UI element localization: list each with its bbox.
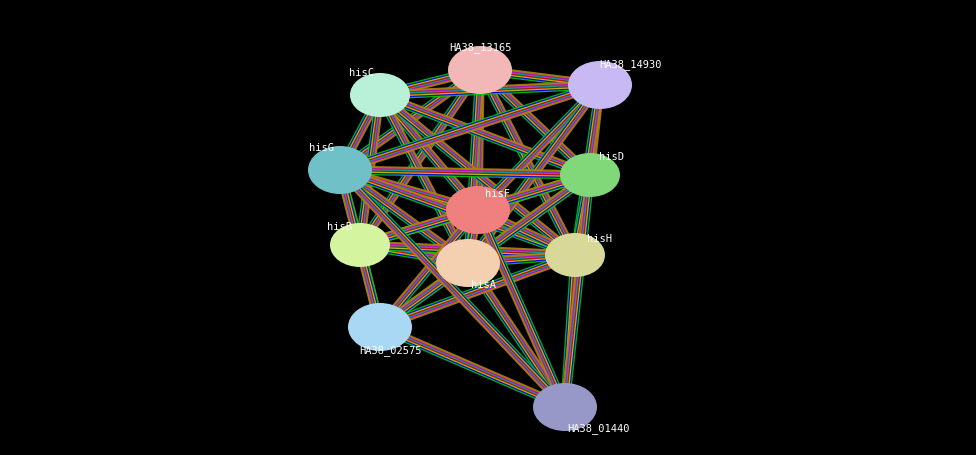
Ellipse shape — [348, 303, 412, 351]
Ellipse shape — [560, 153, 620, 197]
Text: HA38_02575: HA38_02575 — [359, 345, 422, 356]
Text: hisG: hisG — [309, 143, 335, 153]
Ellipse shape — [446, 186, 510, 234]
Text: hisC: hisC — [349, 68, 375, 78]
Ellipse shape — [448, 46, 512, 94]
Text: hisA: hisA — [471, 280, 497, 290]
Ellipse shape — [330, 223, 390, 267]
Text: hisF: hisF — [485, 189, 510, 199]
Ellipse shape — [350, 73, 410, 117]
Text: hisB: hisB — [328, 222, 352, 232]
Text: hisD: hisD — [599, 152, 625, 162]
Ellipse shape — [436, 239, 500, 287]
Ellipse shape — [545, 233, 605, 277]
Text: HA38_14930: HA38_14930 — [598, 60, 662, 71]
Text: HA38_13165: HA38_13165 — [449, 43, 511, 53]
Text: HA38_01440: HA38_01440 — [568, 424, 630, 435]
Ellipse shape — [308, 146, 372, 194]
Text: hisH: hisH — [587, 234, 612, 244]
Ellipse shape — [533, 383, 597, 431]
Ellipse shape — [568, 61, 632, 109]
